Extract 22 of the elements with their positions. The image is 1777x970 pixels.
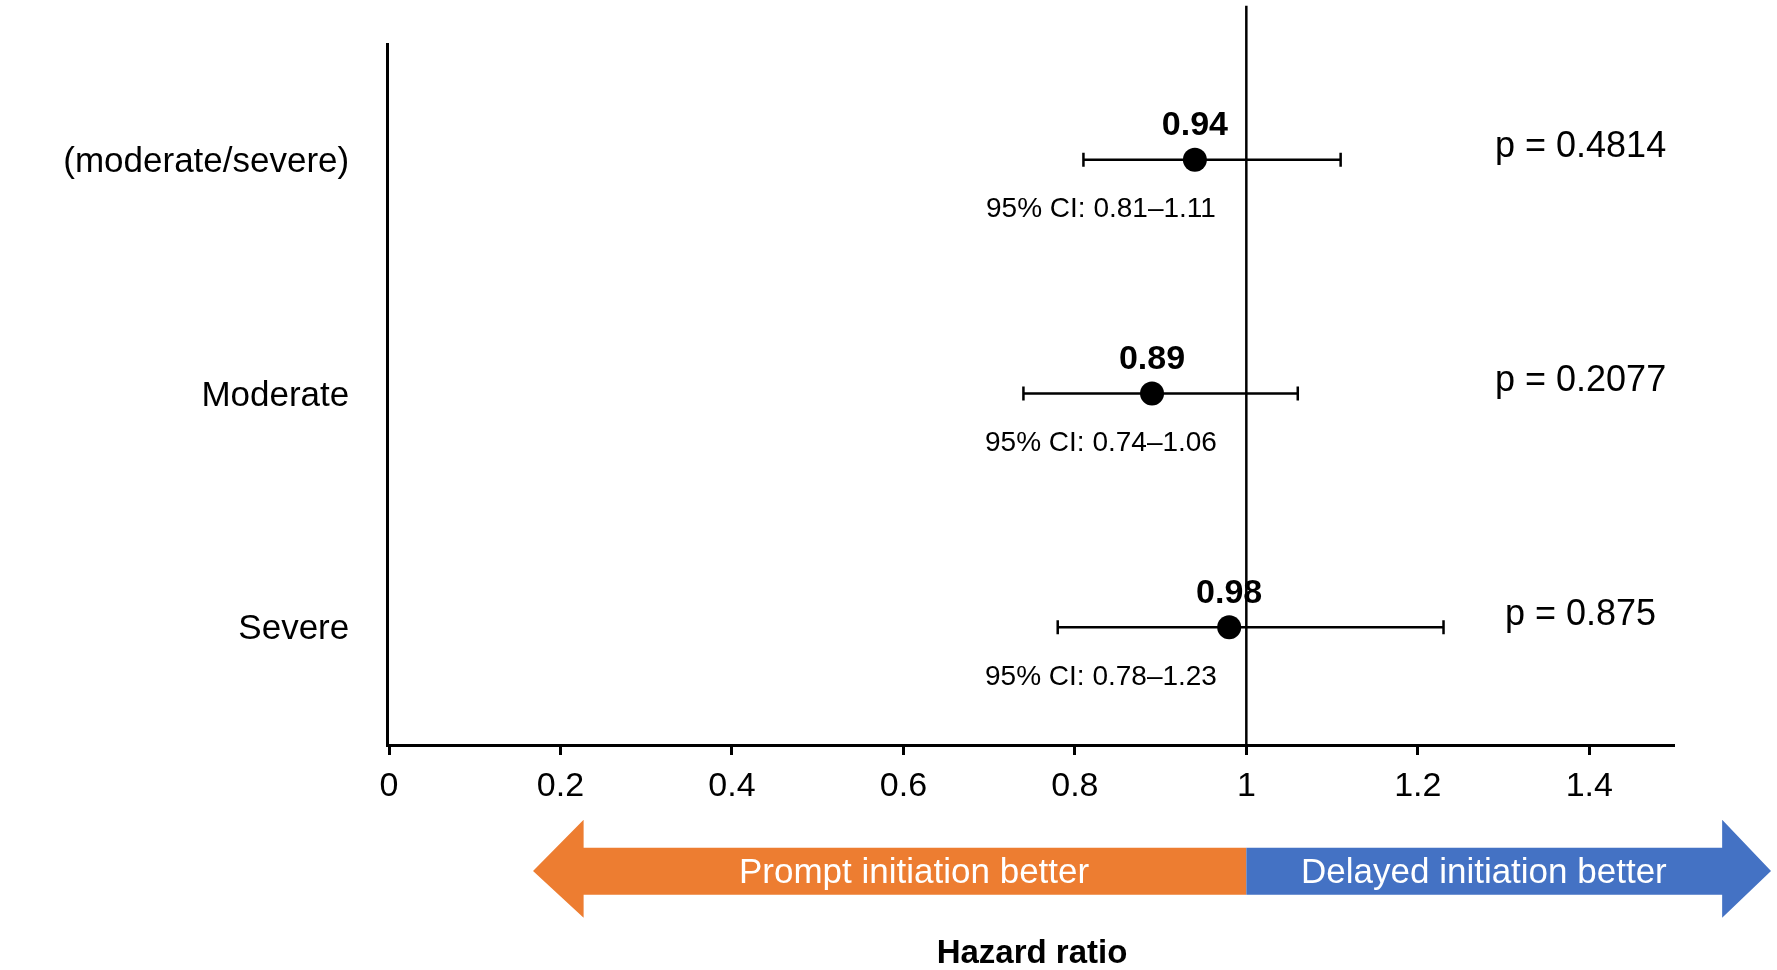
text: Prompt initiation better [739,851,1090,890]
y-tick-label: Moderate [201,373,350,413]
annotation: 95% CI: 0.74–1.06 [985,426,1217,457]
x-tick-label: 0.8 [1051,764,1099,803]
y-tick-label: (moderate/severe) [63,140,350,180]
x-tick-label: 1.2 [1394,764,1442,803]
data-label: 0.94 [1161,104,1229,143]
annotation: 95% CI: 0.78–1.23 [985,660,1217,691]
annotation: p = 0.2077 [1495,358,1667,399]
annotation: 95% CI: 0.81–1.11 [986,192,1216,223]
annotation: p = 0.4814 [1495,124,1667,165]
x-tick-label: 0.4 [708,764,756,803]
x-axis-title: Hazard ratio [936,933,1128,970]
x-tick-label: 1.4 [1565,764,1613,803]
x-tick-label: 0.6 [879,764,928,803]
data-label: 0.89 [1118,338,1186,376]
annotation: p = 0.875 [1505,592,1657,633]
x-tick-label: 0.2 [536,764,585,803]
text: Delayed initiation better [1301,851,1668,890]
x-tick-label: 1 [1236,764,1256,803]
x-tick-label: 0 [379,764,399,803]
y-tick-label: Severe [238,607,350,647]
